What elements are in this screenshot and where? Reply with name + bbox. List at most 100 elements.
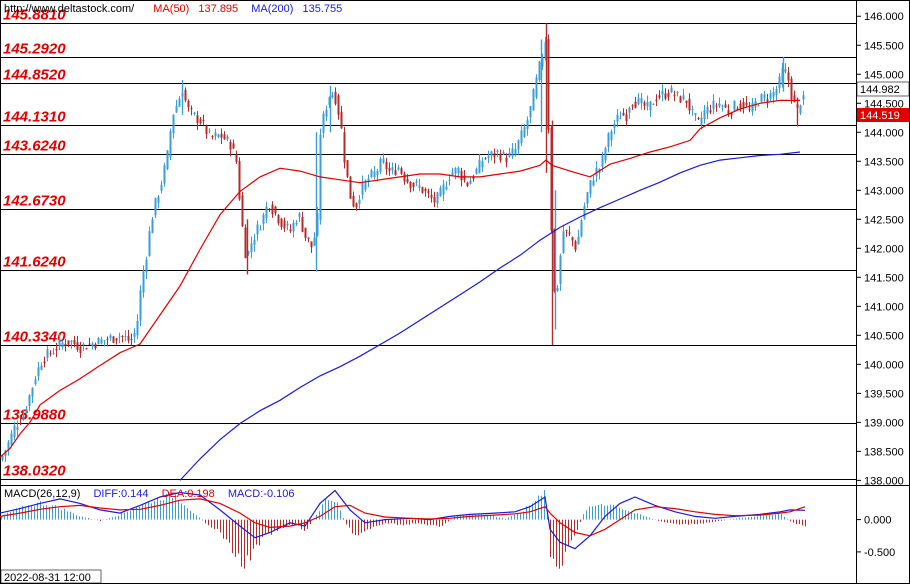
candle-body xyxy=(793,95,796,103)
candle-body xyxy=(325,109,328,117)
candle-body xyxy=(682,95,685,100)
candle-body xyxy=(574,241,577,250)
candle-body xyxy=(217,134,220,138)
candle-body xyxy=(439,187,442,197)
candle-body xyxy=(619,118,622,120)
candle-body xyxy=(421,187,424,193)
level-label: 144.8520 xyxy=(3,67,66,84)
candle-body xyxy=(697,118,700,120)
candle-body xyxy=(283,220,286,229)
candle-body xyxy=(676,91,679,94)
candle-body xyxy=(673,94,676,96)
candle-body xyxy=(70,340,73,342)
ma50-value: 137.895 xyxy=(198,3,238,15)
candle-body xyxy=(715,105,718,107)
candle-body xyxy=(739,103,742,109)
candle-body xyxy=(646,102,649,107)
candle-body xyxy=(88,343,91,345)
candle-body xyxy=(271,204,274,215)
price-tick-label: 141.000 xyxy=(864,301,904,313)
price-tick-label: 140.000 xyxy=(864,359,904,371)
candle-body xyxy=(562,231,565,254)
candle-body xyxy=(658,95,661,98)
candle-body xyxy=(517,140,520,150)
candle-body xyxy=(472,177,475,179)
candle-body xyxy=(40,365,43,370)
candle-body xyxy=(724,104,727,108)
candle-body xyxy=(370,170,373,177)
candle-body xyxy=(124,336,127,338)
candle-body xyxy=(640,97,643,104)
level-label: 143.6240 xyxy=(3,138,66,155)
candle-body xyxy=(778,76,781,89)
candlesticks xyxy=(1,23,805,462)
candle-body xyxy=(571,237,574,241)
candle-body xyxy=(760,94,763,102)
candle-body xyxy=(295,222,298,225)
candle-body xyxy=(592,180,595,186)
price-tick-label: 146.000 xyxy=(864,11,904,23)
level-label: 140.3340 xyxy=(3,329,66,346)
price-tick-label: 138.000 xyxy=(864,475,904,487)
candle-body xyxy=(418,185,421,188)
candle-body xyxy=(532,89,535,111)
candle-body xyxy=(655,99,658,102)
candle-body xyxy=(301,217,304,232)
candle-body xyxy=(109,335,112,339)
candle-body xyxy=(19,423,22,425)
candle-body xyxy=(178,98,181,107)
candle-body xyxy=(556,287,559,291)
candle-body xyxy=(64,343,67,347)
macd-title: MACD(26,12,9) xyxy=(4,488,80,500)
candle-body xyxy=(718,103,721,107)
candle-body xyxy=(448,179,451,181)
candle-body xyxy=(709,110,712,113)
candle-body xyxy=(769,93,772,99)
candle-body xyxy=(97,337,100,345)
candle-body xyxy=(466,182,469,186)
candle-body xyxy=(241,195,244,227)
candle-body xyxy=(445,186,448,190)
candle-body xyxy=(106,338,109,340)
current-price-tag xyxy=(857,108,909,122)
candle-body xyxy=(484,158,487,160)
candle-body xyxy=(634,101,637,109)
ma200-line xyxy=(179,151,801,481)
candle-body xyxy=(130,339,133,341)
candle-body xyxy=(37,367,40,377)
candle-body xyxy=(379,158,382,172)
candle-body xyxy=(334,91,337,104)
candle-body xyxy=(202,120,205,122)
price-axis: 146.000 145.500 145.000 144.500 144.000 143.5… xyxy=(856,11,904,487)
candle-body xyxy=(772,92,775,97)
candle-body xyxy=(313,237,316,246)
candle-body xyxy=(427,191,430,194)
candle-body xyxy=(538,61,541,81)
level-label: 141.6240 xyxy=(3,254,66,271)
candle-body xyxy=(400,168,403,174)
candle-body xyxy=(199,119,202,124)
candle-body xyxy=(148,231,151,256)
candle-body xyxy=(142,271,145,293)
candle-body xyxy=(367,178,370,182)
candle-body xyxy=(7,441,10,451)
candle-body xyxy=(184,89,187,101)
candle-body xyxy=(706,106,709,114)
candle-body xyxy=(415,181,418,183)
candle-body xyxy=(637,97,640,104)
macd-tick-label: 0.000 xyxy=(864,515,892,527)
price-tick-label: 139.500 xyxy=(864,388,904,400)
candle-body xyxy=(586,192,589,204)
candle-body xyxy=(28,395,31,406)
candle-body xyxy=(340,111,343,129)
candle-body xyxy=(478,159,481,174)
candle-body xyxy=(304,227,307,239)
macd-value-label: MACD:-0.106 xyxy=(228,488,295,500)
candle-body xyxy=(460,170,463,181)
candle-body xyxy=(799,105,802,114)
candle-body xyxy=(463,175,466,181)
candle-body xyxy=(745,102,748,105)
price-tick-label: 141.500 xyxy=(864,272,904,284)
candle-body xyxy=(721,105,724,107)
